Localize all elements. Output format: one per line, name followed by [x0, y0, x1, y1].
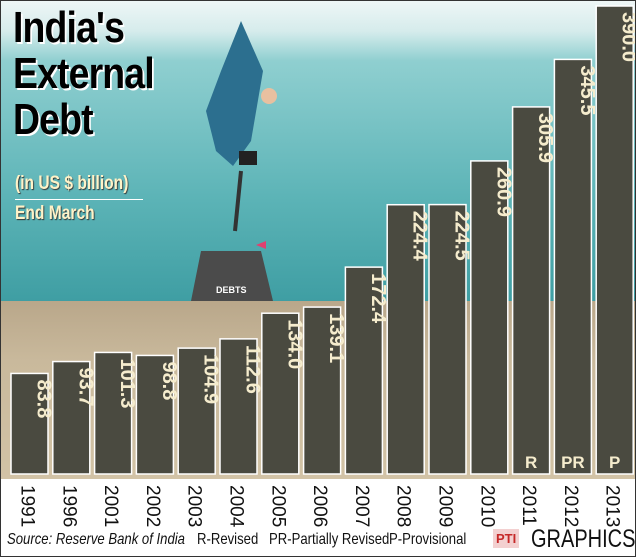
bar-2005: [261, 312, 300, 475]
value-label: 104.9: [200, 354, 222, 404]
value-label: 224.4: [409, 211, 431, 262]
chart-period: End March: [15, 203, 95, 224]
year-label: 2004: [226, 485, 247, 528]
value-label: 101.3: [116, 358, 138, 408]
bar-2007: [344, 266, 384, 475]
year-label: 1996: [58, 485, 79, 527]
status-annotation: R: [525, 453, 537, 472]
year-label: 2011: [518, 485, 539, 526]
value-label: 139.1: [325, 313, 347, 363]
source-note: Source: Reserve Bank of India: [7, 531, 185, 548]
bar-2011: [511, 106, 551, 475]
year-label: 2007: [351, 485, 372, 527]
legend-provisional: P-Provisional: [389, 531, 467, 548]
bar-2009: [428, 203, 467, 475]
value-label: 93.7: [74, 368, 96, 407]
diver-illustration: DEBTS: [191, 21, 277, 301]
bar-1991: [10, 372, 49, 475]
value-label: 390.0: [618, 12, 635, 62]
year-label: 2005: [267, 485, 288, 527]
graphics-credit: GRAPHICS: [531, 525, 636, 553]
year-label: 2008: [393, 485, 414, 527]
year-label: 2012: [560, 485, 581, 527]
chart-subtitle: (in US $ billion): [15, 173, 129, 194]
value-label: 260.9: [492, 167, 514, 217]
year-label: 2003: [184, 485, 205, 527]
bar-2003: [177, 347, 216, 475]
bar-2008: [386, 203, 425, 475]
bar-2006: [302, 306, 342, 475]
title-line: Debt: [13, 95, 94, 144]
year-label: 2013: [602, 485, 623, 527]
value-label: 112.6: [242, 345, 264, 394]
value-label: 224.5: [451, 211, 473, 261]
bar-2002: [135, 354, 175, 475]
chart-title: India's External Debt: [13, 3, 155, 144]
year-label: 2010: [476, 485, 497, 527]
value-label: 134.0: [283, 319, 305, 369]
value-label: 98.8: [158, 361, 180, 400]
legend-partially-revised: PR-Partially Revised: [269, 531, 390, 548]
weight-label: DEBTS: [216, 285, 247, 295]
bar-2012: [553, 58, 593, 475]
pti-logo: PTI: [493, 529, 520, 548]
year-label: 2002: [142, 485, 163, 527]
divider: [15, 199, 143, 200]
bar-1996: [52, 360, 91, 475]
bar-2001: [93, 351, 133, 475]
legend-revised: R-Revised: [197, 531, 259, 548]
year-label: 2006: [309, 485, 330, 527]
status-annotation: PR: [561, 453, 585, 472]
footer-area: [1, 479, 635, 556]
value-label: 172.4: [367, 273, 389, 324]
bar-2004: [219, 338, 258, 475]
year-label: 1991: [17, 485, 38, 527]
year-label: 2009: [435, 485, 456, 527]
value-label: 305.9: [534, 113, 556, 163]
title-line: External: [13, 49, 155, 98]
title-line: India's: [13, 3, 125, 52]
value-label: 345.5: [576, 65, 598, 115]
bar-2010: [470, 160, 509, 475]
status-annotation: P: [609, 453, 620, 472]
value-label: 83.8: [33, 379, 55, 418]
bar-2013: [595, 5, 634, 475]
year-label: 2001: [100, 485, 121, 527]
